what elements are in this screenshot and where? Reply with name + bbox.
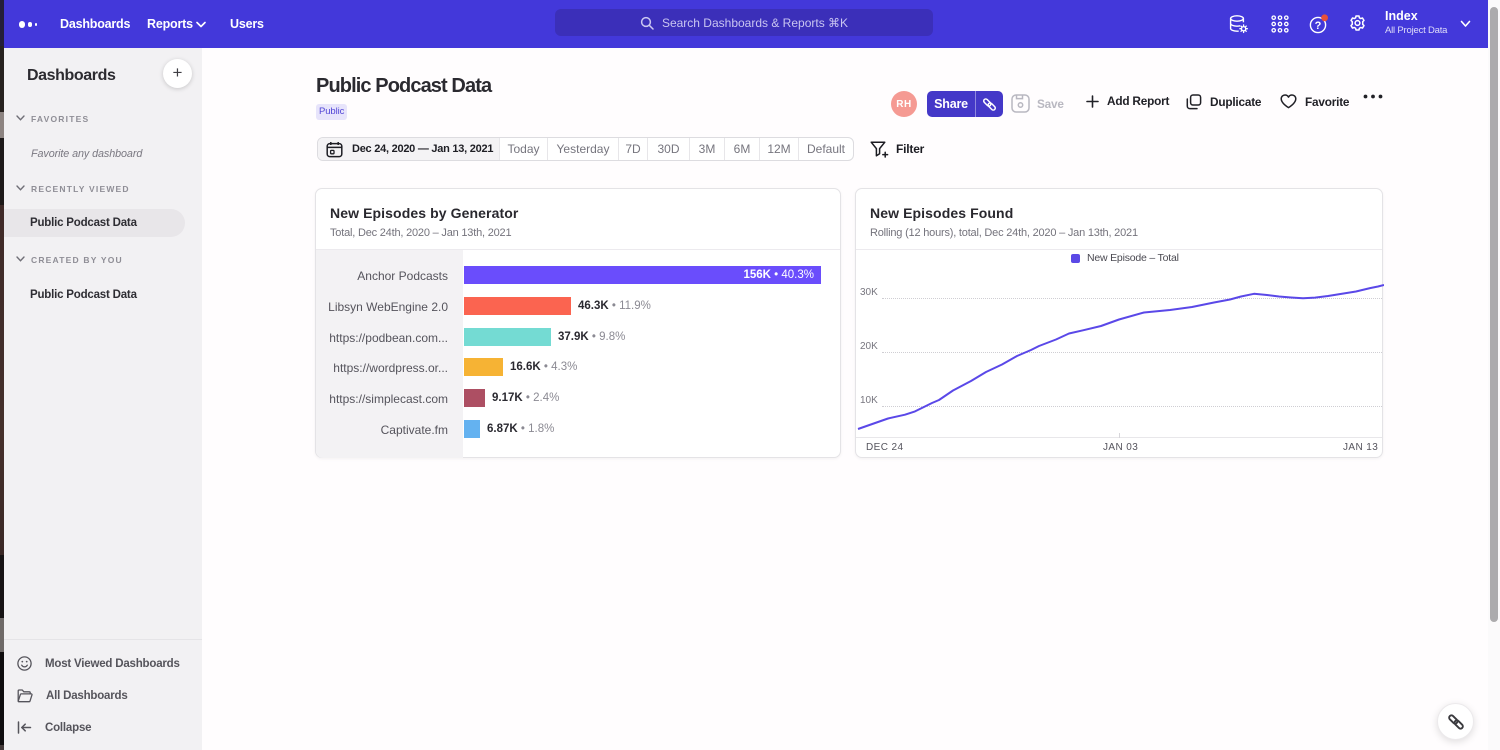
svg-text:?: ? (1315, 20, 1322, 32)
